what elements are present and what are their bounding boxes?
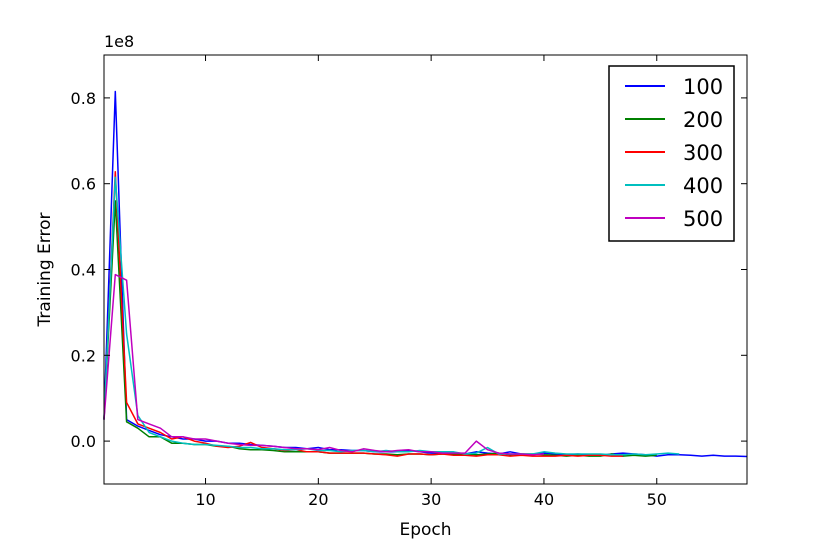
legend-label-200: 200 <box>683 108 723 132</box>
legend-label-500: 500 <box>683 207 723 231</box>
y-tick-label: 0.0 <box>71 432 96 451</box>
y-scale-label: 1e8 <box>104 32 134 51</box>
legend-label-400: 400 <box>683 174 723 198</box>
y-axis-label: Training Error <box>35 213 55 328</box>
x-tick-label: 10 <box>195 490 215 509</box>
legend: 100 200 300 400 500 <box>608 65 735 242</box>
x-tick-label: 20 <box>308 490 328 509</box>
y-tick-label: 0.8 <box>71 89 96 108</box>
legend-label-100: 100 <box>683 75 723 99</box>
x-axis-label: Epoch <box>399 520 451 540</box>
x-tick-label: 30 <box>421 490 441 509</box>
y-tick-label: 0.2 <box>71 346 96 365</box>
legend-label-300: 300 <box>683 141 723 165</box>
series-layer <box>103 90 748 458</box>
x-tick-label: 50 <box>647 490 667 509</box>
y-tick-label: 0.4 <box>71 261 96 280</box>
x-tick-label: 40 <box>534 490 554 509</box>
series-line-300 <box>103 170 623 457</box>
legend-box <box>608 65 735 242</box>
y-tick-label: 0.6 <box>71 175 96 194</box>
ticks-layer: 10 20 30 40 50 0.0 0.2 0.4 0.6 0.8 <box>71 55 747 509</box>
series-line-500 <box>103 273 544 456</box>
